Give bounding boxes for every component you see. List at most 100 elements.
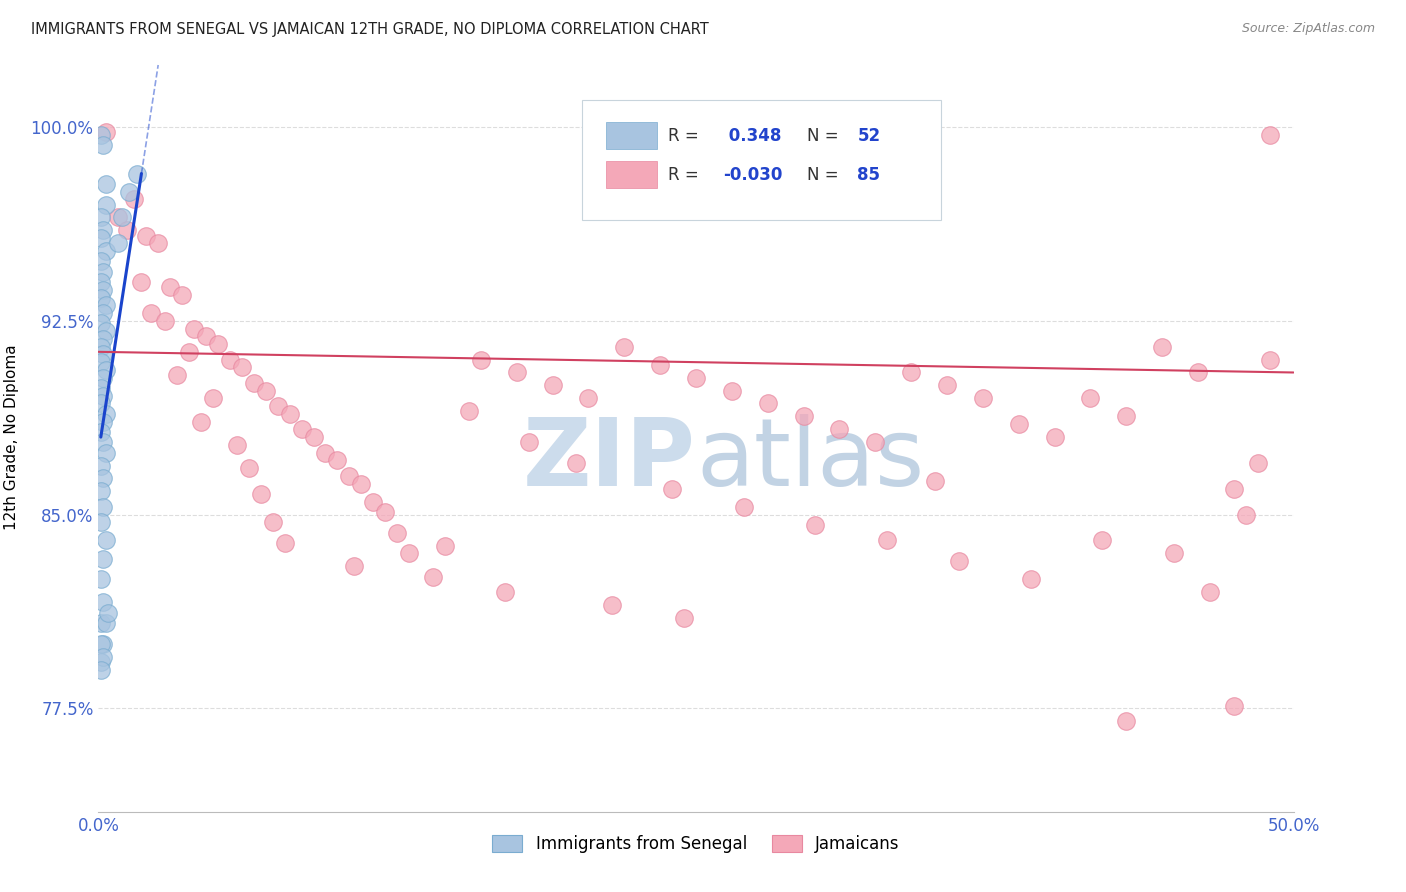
Point xyxy=(91,595,114,609)
Point xyxy=(90,663,112,677)
Point xyxy=(135,228,157,243)
Point xyxy=(115,223,138,237)
Point xyxy=(721,384,744,398)
Text: -0.030: -0.030 xyxy=(724,166,783,184)
Text: N =: N = xyxy=(807,127,844,145)
Point xyxy=(97,606,120,620)
Point xyxy=(90,396,112,410)
Point xyxy=(494,585,516,599)
Point xyxy=(578,392,600,406)
Point xyxy=(470,352,492,367)
Point xyxy=(315,445,337,459)
Point xyxy=(1258,352,1281,367)
Point xyxy=(565,456,588,470)
Point xyxy=(219,352,242,367)
Point xyxy=(804,517,827,532)
Point xyxy=(94,298,117,312)
Point xyxy=(91,223,114,237)
Point xyxy=(972,392,994,406)
Legend: Immigrants from Senegal, Jamaicans: Immigrants from Senegal, Jamaicans xyxy=(485,828,907,860)
Point xyxy=(733,500,755,514)
Point xyxy=(1091,533,1114,548)
Point xyxy=(238,461,260,475)
Point xyxy=(865,435,887,450)
Point xyxy=(278,407,301,421)
Point xyxy=(274,536,297,550)
Point xyxy=(1152,340,1174,354)
Point xyxy=(613,340,636,354)
Point xyxy=(190,415,212,429)
Point xyxy=(91,500,114,514)
Point xyxy=(517,435,540,450)
Point xyxy=(793,409,815,424)
Point xyxy=(648,358,672,372)
Point xyxy=(94,533,117,548)
Point xyxy=(90,291,112,305)
Point xyxy=(202,392,225,406)
Point xyxy=(91,347,114,361)
Point xyxy=(343,559,366,574)
Point xyxy=(254,384,277,398)
Point xyxy=(363,494,385,508)
Point xyxy=(685,370,707,384)
Point xyxy=(148,236,170,251)
Point xyxy=(90,572,112,586)
FancyBboxPatch shape xyxy=(606,161,657,188)
Y-axis label: 12th Grade, No Diploma: 12th Grade, No Diploma xyxy=(4,344,20,530)
Point xyxy=(1199,585,1222,599)
Point xyxy=(1019,572,1042,586)
Point xyxy=(1163,546,1185,560)
Point xyxy=(1247,456,1270,470)
Point xyxy=(91,332,114,346)
Point xyxy=(91,415,114,429)
Point xyxy=(94,125,117,139)
Point xyxy=(602,598,624,612)
Point xyxy=(90,128,112,142)
Text: atlas: atlas xyxy=(696,414,924,506)
Point xyxy=(1223,698,1246,713)
Point xyxy=(90,425,112,439)
Text: R =: R = xyxy=(668,166,704,184)
Point xyxy=(1115,714,1137,729)
Point xyxy=(434,539,457,553)
Point xyxy=(1043,430,1066,444)
Point xyxy=(91,265,114,279)
Point xyxy=(262,516,284,530)
Point xyxy=(90,254,112,268)
Point xyxy=(90,484,112,499)
Point xyxy=(155,314,177,328)
Point xyxy=(91,649,114,664)
Point xyxy=(94,324,117,338)
Point xyxy=(91,370,114,384)
Text: Source: ZipAtlas.com: Source: ZipAtlas.com xyxy=(1241,22,1375,36)
Point xyxy=(94,197,117,211)
Point xyxy=(900,366,922,380)
Point xyxy=(350,476,373,491)
Point xyxy=(90,616,112,631)
Text: R =: R = xyxy=(668,127,704,145)
Point xyxy=(91,138,114,153)
Point xyxy=(374,505,396,519)
Point xyxy=(226,438,249,452)
Point xyxy=(179,344,201,359)
Text: ZIP: ZIP xyxy=(523,414,696,506)
Point xyxy=(291,422,314,436)
Point xyxy=(166,368,188,382)
Point xyxy=(90,355,112,369)
Point xyxy=(94,363,117,377)
Point xyxy=(90,275,112,289)
Point xyxy=(90,317,112,331)
Point xyxy=(90,231,112,245)
Point xyxy=(118,185,141,199)
Point xyxy=(172,288,194,302)
Point xyxy=(458,404,481,418)
Point xyxy=(90,340,112,354)
Point xyxy=(107,236,129,251)
Point xyxy=(139,306,162,320)
Point xyxy=(1115,409,1137,424)
Point xyxy=(91,435,114,450)
Point xyxy=(94,616,117,631)
Point xyxy=(385,525,409,540)
Point xyxy=(1080,392,1102,406)
FancyBboxPatch shape xyxy=(606,122,657,149)
